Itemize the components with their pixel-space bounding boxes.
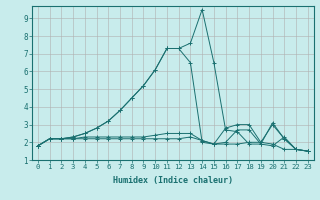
X-axis label: Humidex (Indice chaleur): Humidex (Indice chaleur) xyxy=(113,176,233,185)
